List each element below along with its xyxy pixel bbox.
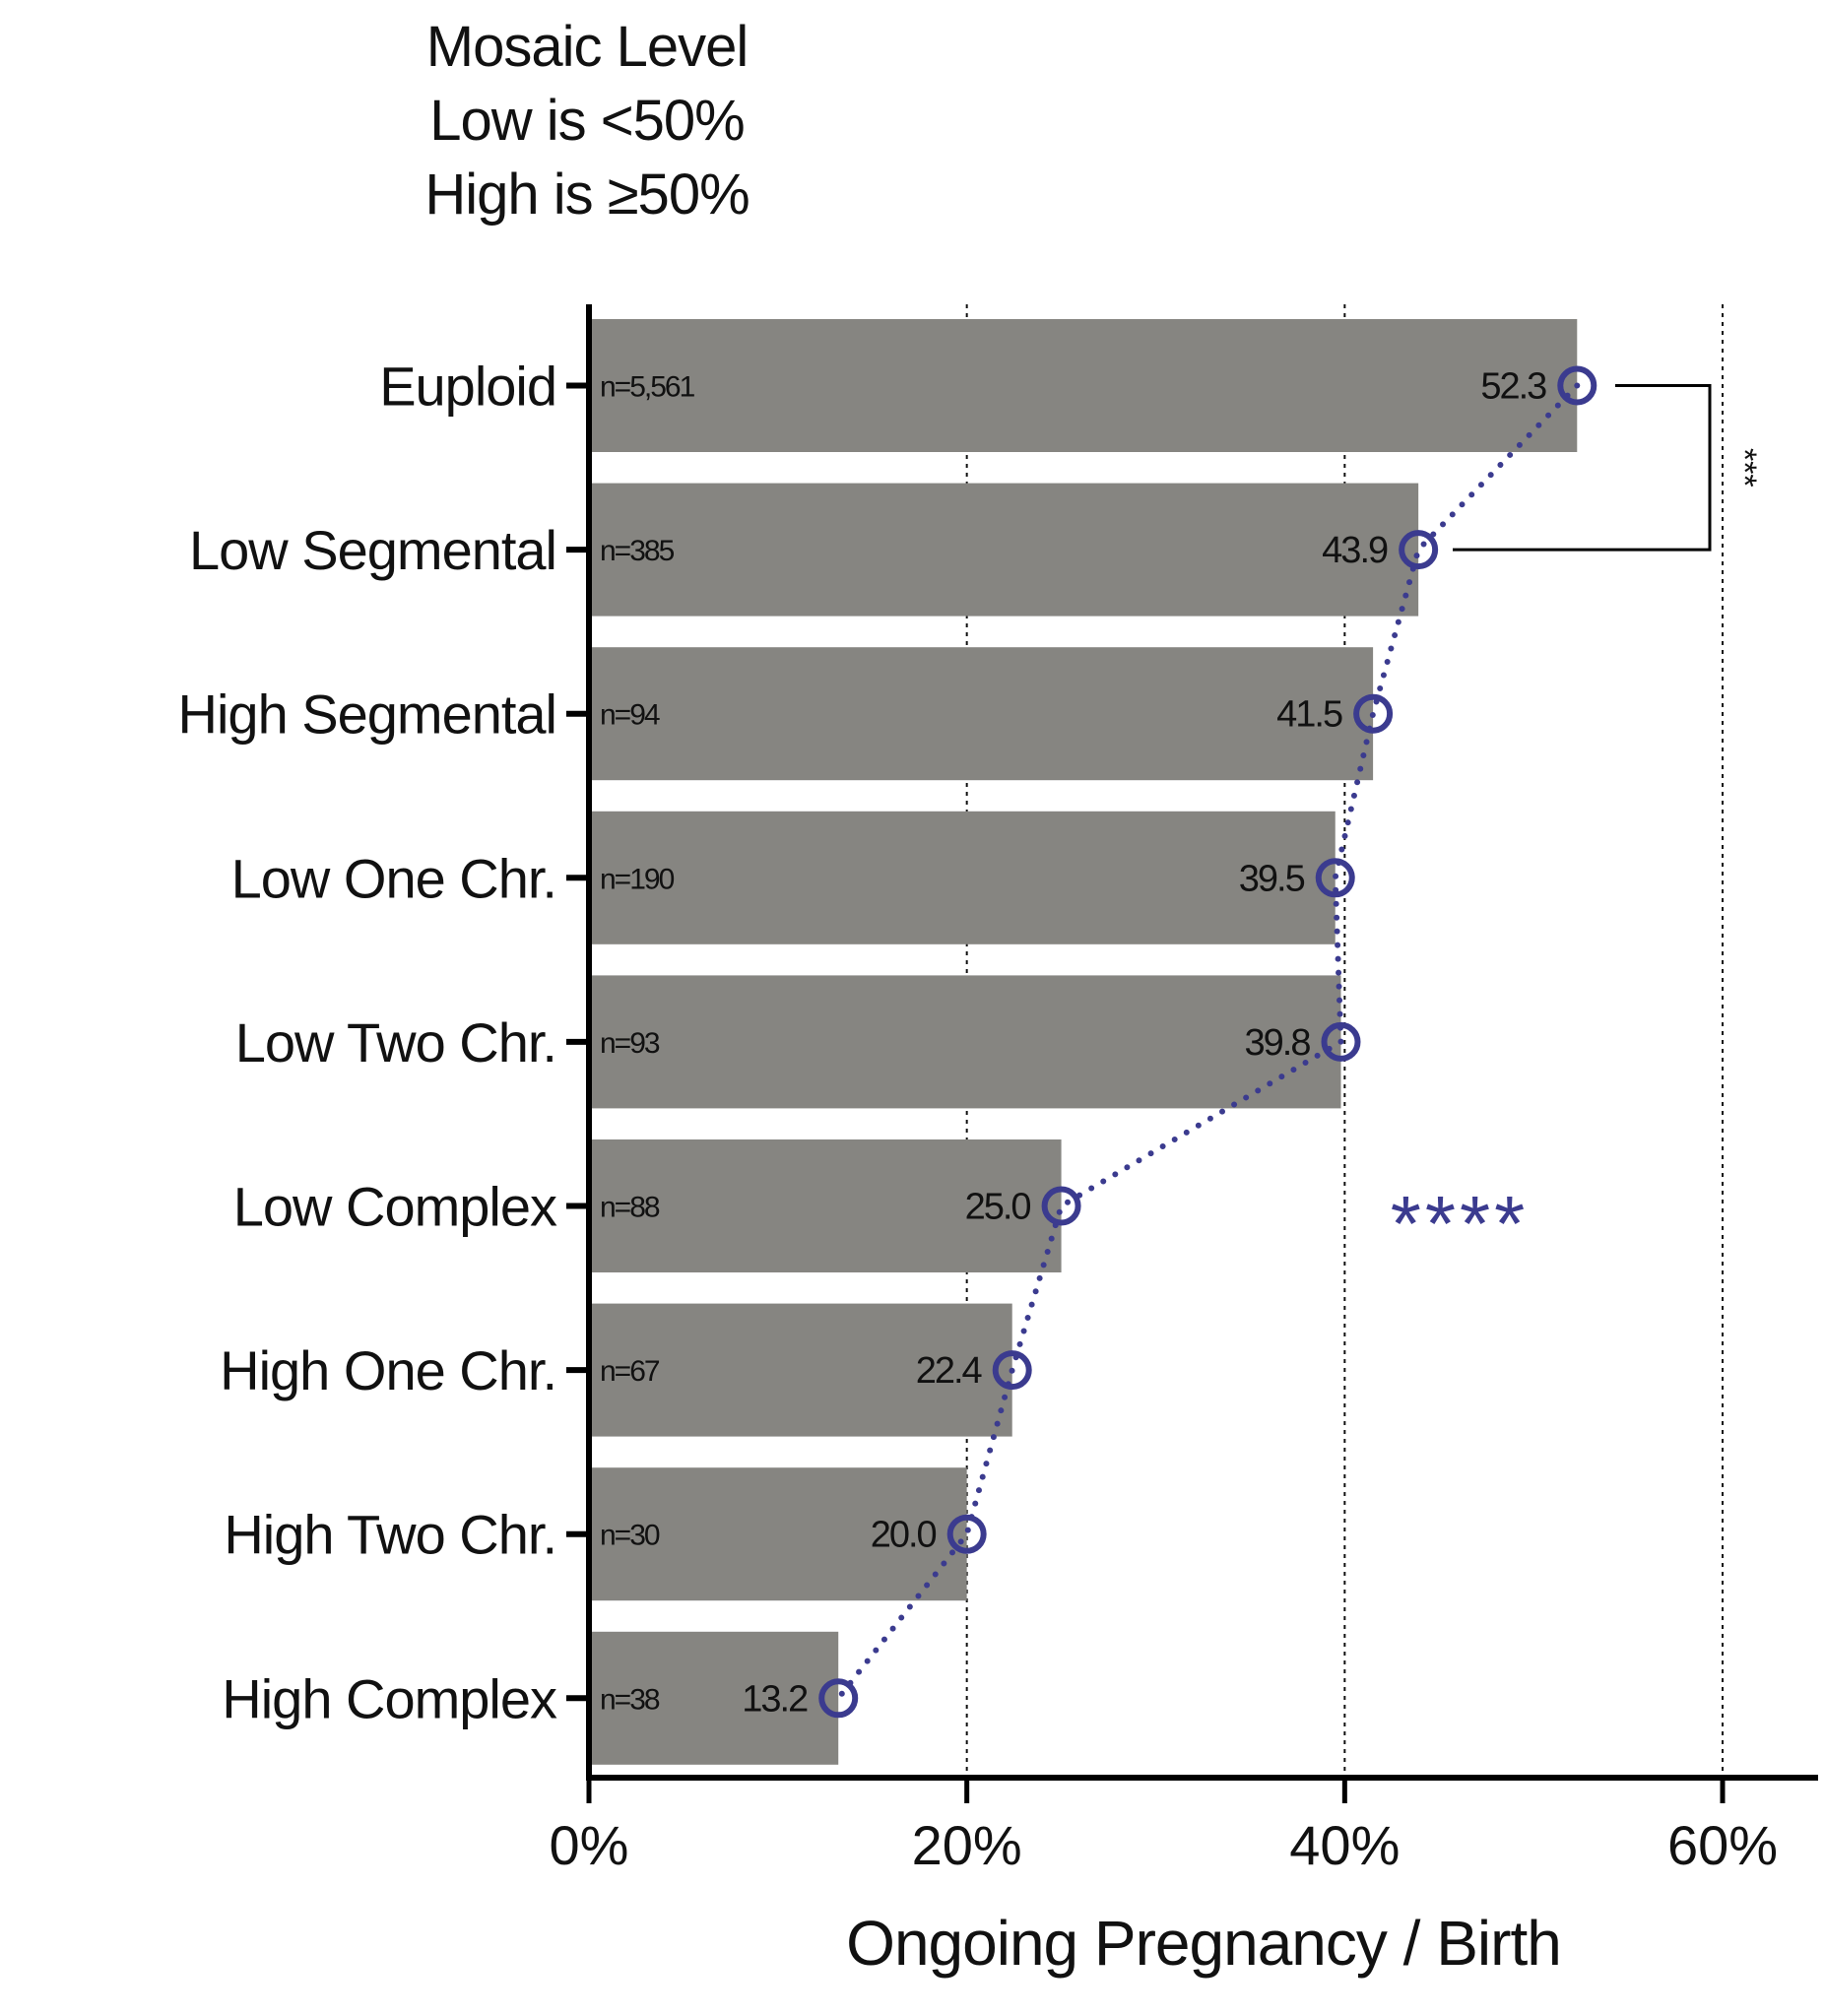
data-point-marker (946, 1514, 987, 1554)
value-label: 39.8 (1245, 1022, 1311, 1064)
n-label: n=30 (600, 1520, 660, 1552)
category-label: High Complex (222, 1667, 557, 1729)
category-label: High One Chr. (220, 1339, 556, 1401)
trend-significance-label: **** (1391, 1180, 1530, 1268)
n-label: n=67 (600, 1355, 660, 1388)
n-label: n=5,561 (600, 371, 695, 404)
value-label: 25.0 (965, 1187, 1031, 1228)
value-label: 52.3 (1480, 366, 1546, 408)
value-label: 20.0 (871, 1515, 937, 1556)
n-label: n=190 (600, 863, 675, 895)
data-point-marker (818, 1678, 859, 1719)
value-label: 39.5 (1239, 858, 1305, 899)
data-point-marker (1315, 858, 1355, 898)
data-point-marker (1353, 693, 1394, 734)
n-label: n=385 (600, 535, 675, 567)
bar (589, 975, 1341, 1109)
bar (589, 1303, 1012, 1437)
category-label: High Two Chr. (224, 1504, 556, 1566)
bar (589, 811, 1336, 944)
data-point-marker (1557, 365, 1597, 406)
data-point-marker (1041, 1186, 1081, 1226)
x-tick-label: 60% (1667, 1814, 1778, 1876)
value-label: 43.9 (1322, 530, 1388, 571)
bar (589, 319, 1578, 452)
bar (589, 1139, 1062, 1272)
x-tick-label: 40% (1289, 1814, 1400, 1876)
data-point-marker (1399, 530, 1439, 570)
x-tick-label: 0% (550, 1814, 629, 1876)
category-label: High Segmental (178, 683, 556, 746)
value-label: 41.5 (1276, 694, 1342, 736)
data-point-marker (1321, 1021, 1361, 1062)
category-label: Low One Chr. (231, 847, 556, 909)
bar (589, 647, 1374, 781)
bar (589, 483, 1419, 617)
title-line-2: Low is <50% (429, 89, 745, 153)
n-label: n=94 (600, 699, 660, 732)
bar (589, 1467, 967, 1601)
trend-line (835, 382, 1581, 1702)
bracket-significance-label: *** (1726, 448, 1763, 488)
significance-bracket (1453, 384, 1712, 552)
x-axis-label: Ongoing Pregnancy / Birth (846, 1908, 1561, 1979)
title-line-3: High is ≥50% (424, 163, 750, 227)
x-tick-label: 20% (912, 1814, 1022, 1876)
category-label: Low Two Chr. (235, 1011, 556, 1073)
data-point-marker (992, 1350, 1032, 1391)
category-label: Euploid (379, 356, 556, 418)
n-label: n=93 (600, 1027, 660, 1060)
title-line-1: Mosaic Level (425, 15, 749, 79)
category-label: Low Segmental (189, 519, 556, 581)
category-label: Low Complex (233, 1176, 557, 1238)
bar (589, 1631, 839, 1765)
value-label: 13.2 (742, 1678, 808, 1720)
n-label: n=38 (600, 1683, 660, 1716)
value-label: 22.4 (916, 1350, 983, 1392)
n-label: n=88 (600, 1192, 660, 1224)
